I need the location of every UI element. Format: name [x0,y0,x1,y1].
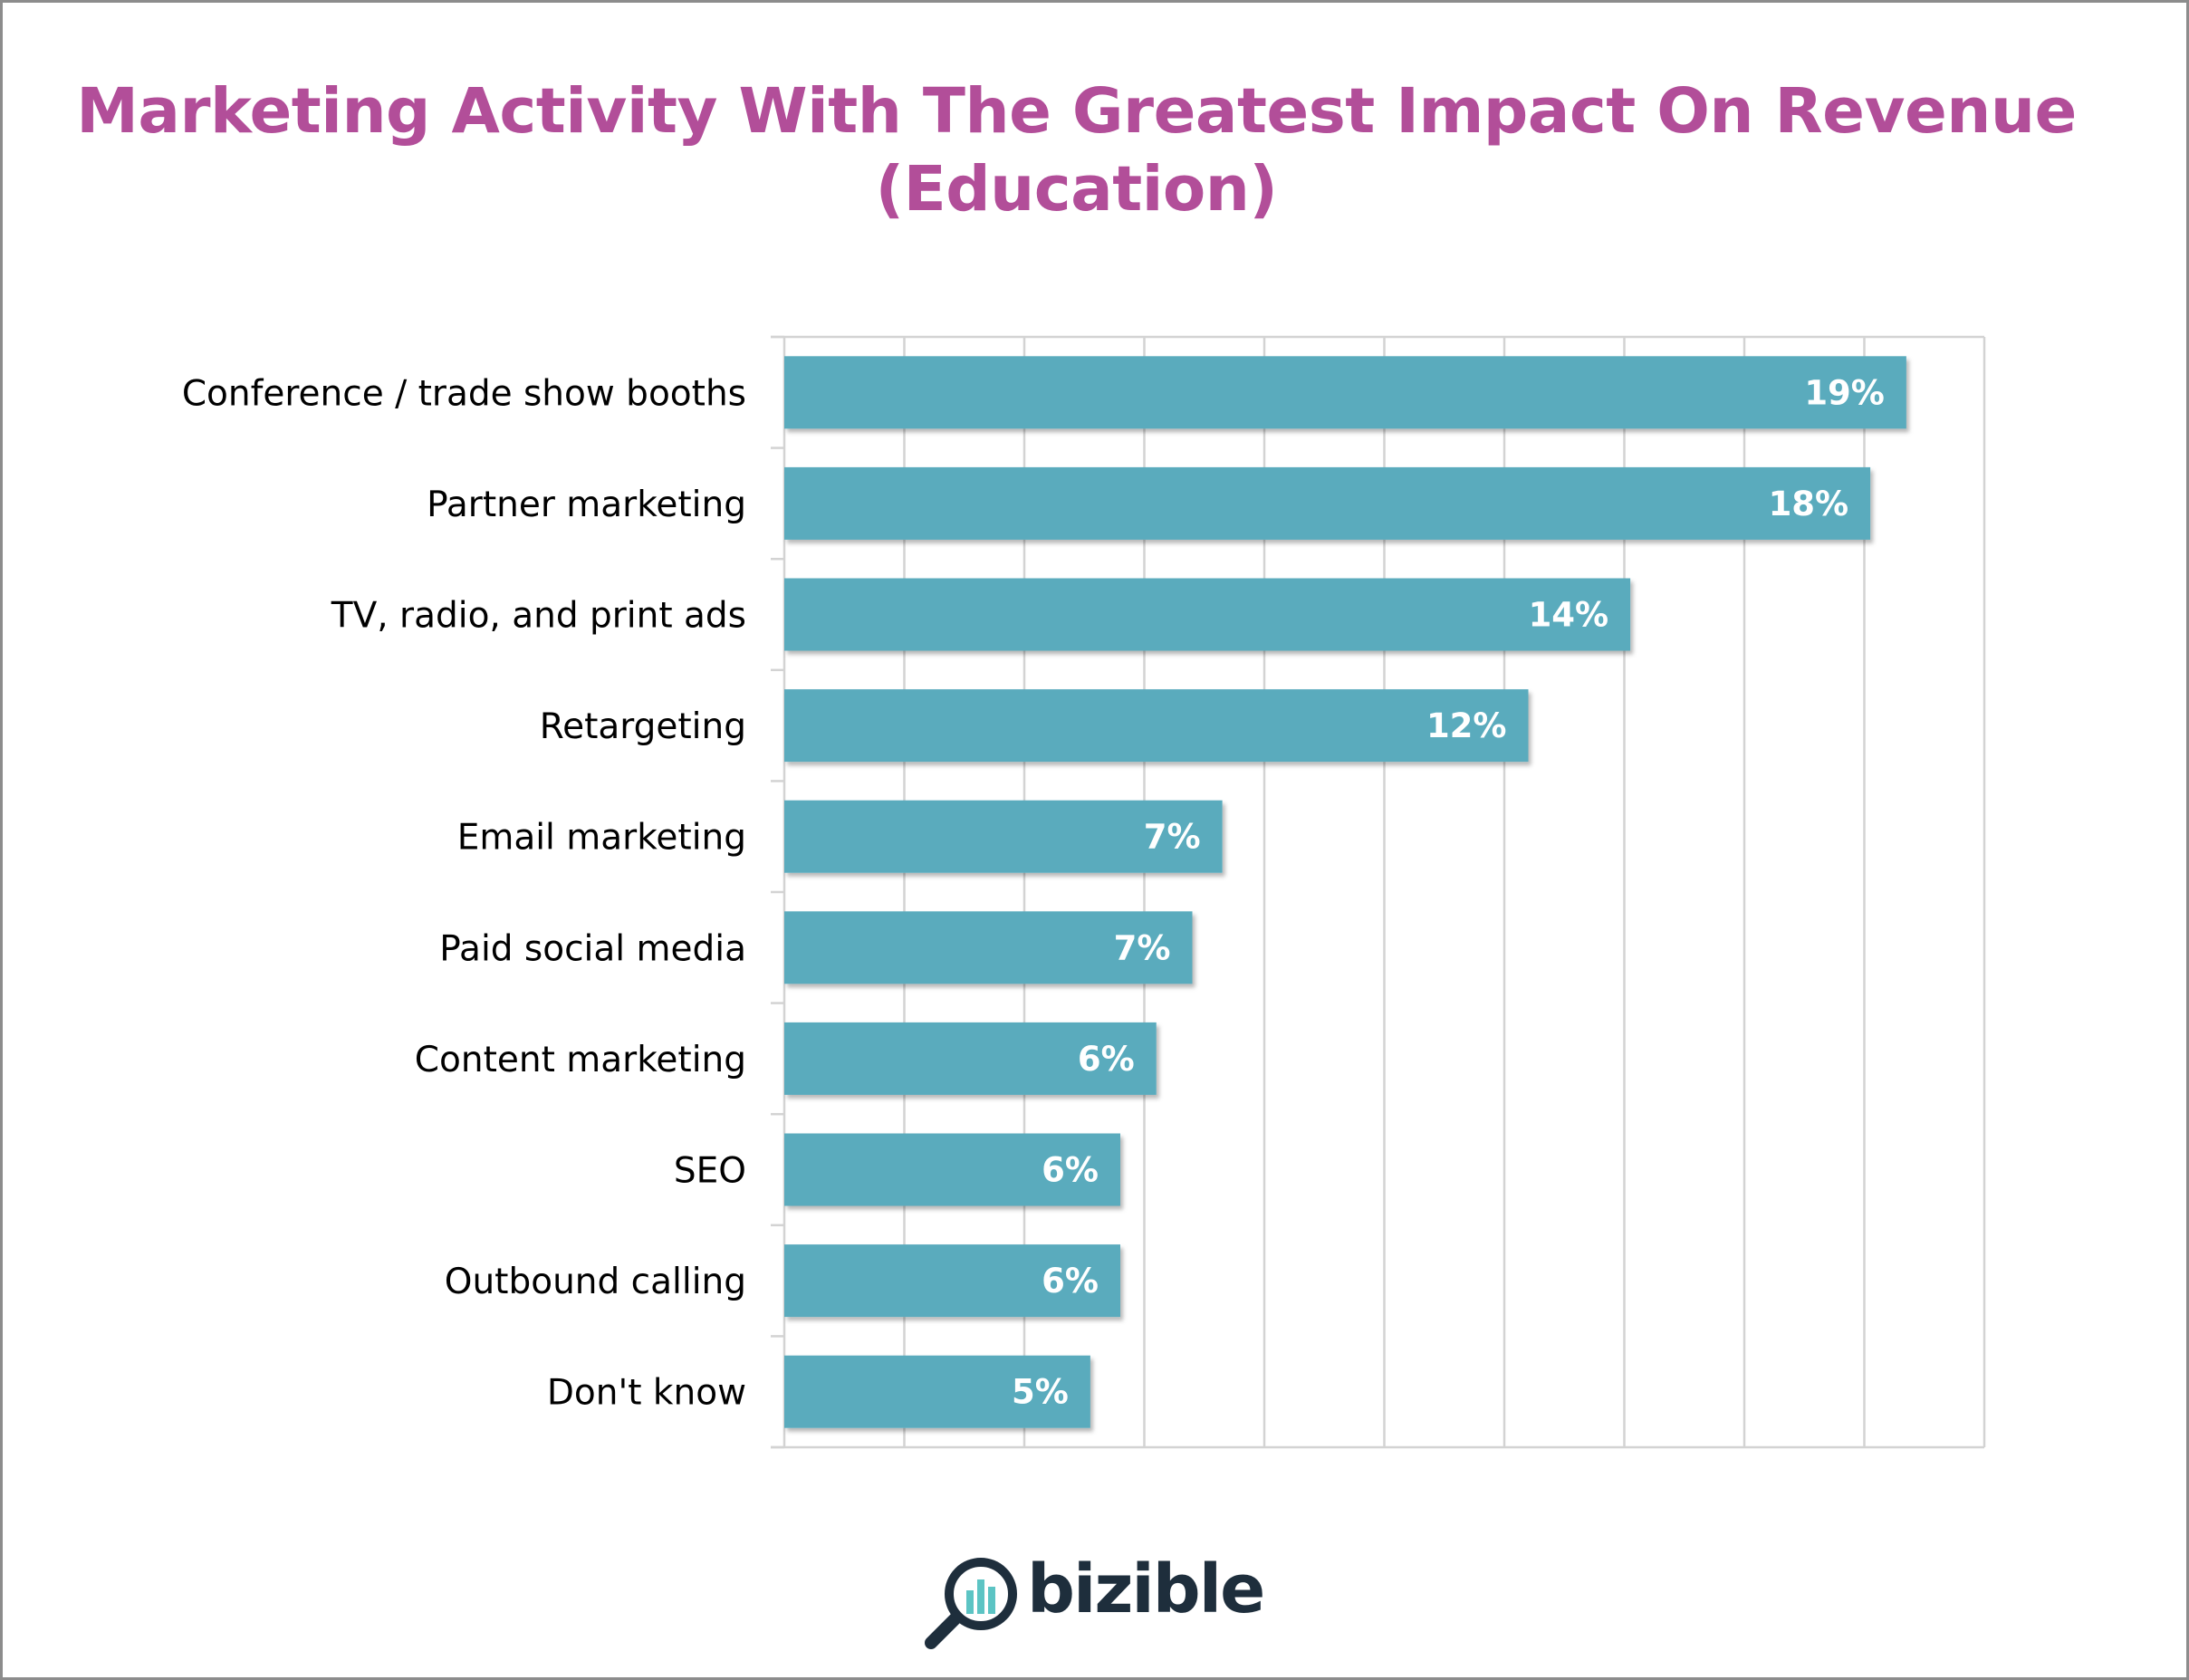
data-label: 5% [1012,1373,1069,1412]
category-label: Outbound calling [445,1262,746,1302]
bar [784,1022,1157,1095]
data-label: 6% [1042,1262,1099,1301]
category-label: Email marketing [457,818,746,859]
category-label: TV, radio, and print ads [331,596,746,637]
category-label: Retargeting [540,706,746,747]
bar [784,800,1223,873]
chart-title-line-2: (Education) [875,153,1278,226]
data-label: 7% [1144,818,1201,857]
bar [784,466,1871,540]
category-labels: Conference / trade show booths Partner ma… [182,373,746,1413]
data-label: 18% [1769,485,1849,523]
category-label: Don't know [547,1373,746,1414]
bar [784,911,1193,984]
chart-title: Marketing Activity With The Greatest Imp… [0,72,2153,228]
data-label: 14% [1529,596,1609,635]
chart-title-line-1: Marketing Activity With The Greatest Imp… [76,75,2077,148]
brand-name: bizible [1027,1550,1265,1628]
bar [784,689,1529,763]
value-labels: 19% 18% 14% 12% 7% 7% 6% 6% 6% 5% [1012,373,1885,1411]
category-label: SEO [674,1151,746,1192]
category-label: Conference / trade show booths [182,373,746,414]
category-label: Partner marketing [427,485,746,525]
data-label: 6% [1042,1151,1099,1190]
category-label: Paid social media [439,928,746,969]
data-label: 12% [1426,706,1507,745]
bizible-logo-icon [925,1558,1017,1649]
bar [784,1355,1090,1428]
bar [784,578,1631,651]
bar [784,1244,1120,1318]
category-label: Content marketing [415,1040,746,1080]
data-label: 6% [1078,1040,1135,1079]
bar [784,356,1906,429]
data-label: 7% [1114,928,1171,967]
data-label: 19% [1804,373,1885,412]
bar [784,1133,1120,1206]
bars [784,356,1906,1428]
